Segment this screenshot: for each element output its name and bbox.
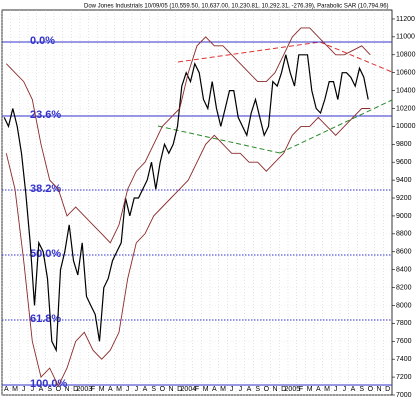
x-tick-label: A [143, 386, 148, 393]
fib-label: 61.8% [30, 313, 61, 325]
x-tick-label: M [116, 386, 122, 393]
y-tick-label: 8400 [396, 266, 412, 273]
x-tick-label: J [334, 386, 338, 393]
x-tick-label: O [56, 386, 62, 393]
x-tick-label: M [220, 386, 226, 393]
fib-label: 50.0% [30, 248, 61, 260]
trend-line [157, 125, 281, 154]
x-tick-label: F [195, 386, 199, 393]
x-tick-label: J [126, 386, 130, 393]
x-tick-label: J [239, 386, 243, 393]
x-tick-label: J [31, 386, 35, 393]
x-tick-label: 2003 [77, 386, 93, 393]
y-tick-label: 9200 [396, 195, 412, 202]
y-tick-label: 10200 [396, 105, 416, 112]
x-tick-label: A [4, 386, 9, 393]
x-tick-label: A [247, 386, 252, 393]
y-tick-label: 7000 [396, 392, 412, 399]
x-tick-label: A [39, 386, 44, 393]
fib-label: 38.2% [30, 183, 61, 195]
x-tick-label: J [230, 386, 234, 393]
price-line [3, 54, 369, 353]
y-tick-label: 7400 [396, 356, 412, 363]
y-tick-label: 10600 [396, 70, 416, 77]
x-tick-label: O [368, 386, 374, 393]
y-tick-label: 7600 [396, 338, 412, 345]
x-tick-label: M [307, 386, 313, 393]
y-tick-label: 8000 [396, 302, 412, 309]
y-tick-label: 9800 [396, 141, 412, 148]
y-tick-label: 8800 [396, 231, 412, 238]
x-tick-label: N [168, 386, 173, 393]
x-tick-label: F [299, 386, 303, 393]
y-tick-label: 8600 [396, 249, 412, 256]
x-tick-label: A [316, 386, 321, 393]
x-tick-label: 2004 [181, 386, 197, 393]
y-tick-label: 9000 [396, 213, 412, 220]
x-tick-label: D [385, 386, 390, 393]
x-tick-label: S [151, 386, 156, 393]
x-tick-label: A [212, 386, 217, 393]
x-tick-label: N [272, 386, 277, 393]
x-tick-label: N [64, 386, 69, 393]
fib-label: 0.0% [30, 35, 55, 47]
y-tick-label: 7200 [396, 374, 412, 381]
y-tick-label: 9400 [396, 177, 412, 184]
band-line [5, 108, 371, 388]
chart-title: Dow Jones Industrials 10/09/05 (10,559.5… [84, 4, 389, 10]
x-tick-label: D [177, 386, 182, 393]
band-line [5, 27, 371, 244]
x-tick-label: D [73, 386, 78, 393]
x-tick-label: S [255, 386, 260, 393]
x-tick-label: J [22, 386, 26, 393]
fib-label: 100.0% [30, 378, 68, 390]
x-tick-label: S [359, 386, 364, 393]
x-tick-label: J [135, 386, 139, 393]
y-tick-label: 9600 [396, 159, 412, 166]
x-tick-label: D [281, 386, 286, 393]
x-tick-label: O [160, 386, 166, 393]
y-tick-label: 11000 [396, 34, 415, 41]
x-tick-label: S [47, 386, 52, 393]
x-tick-label: J [343, 386, 347, 393]
y-tick-label: 10800 [396, 52, 416, 59]
x-tick-label: O [264, 386, 270, 393]
x-tick-label: A [108, 386, 113, 393]
x-tick-label: M [99, 386, 105, 393]
trend-line [279, 99, 393, 154]
x-tick-label: 2005 [285, 386, 301, 393]
grid [1, 10, 392, 396]
x-tick-label: F [91, 386, 95, 393]
y-tick-label: 8200 [396, 284, 412, 291]
x-tick-label: M [324, 386, 330, 393]
trend-line [319, 41, 393, 73]
x-tick-label: M [12, 386, 18, 393]
y-tick-label: 7800 [396, 320, 412, 327]
x-tick-label: A [351, 386, 356, 393]
y-tick-label: 11200 [396, 16, 415, 23]
x-tick-label: N [376, 386, 381, 393]
x-tick-label: M [203, 386, 209, 393]
fib-label: 23.6% [30, 109, 61, 121]
y-tick-label: 10400 [396, 87, 416, 94]
y-tick-label: 10000 [396, 123, 416, 130]
